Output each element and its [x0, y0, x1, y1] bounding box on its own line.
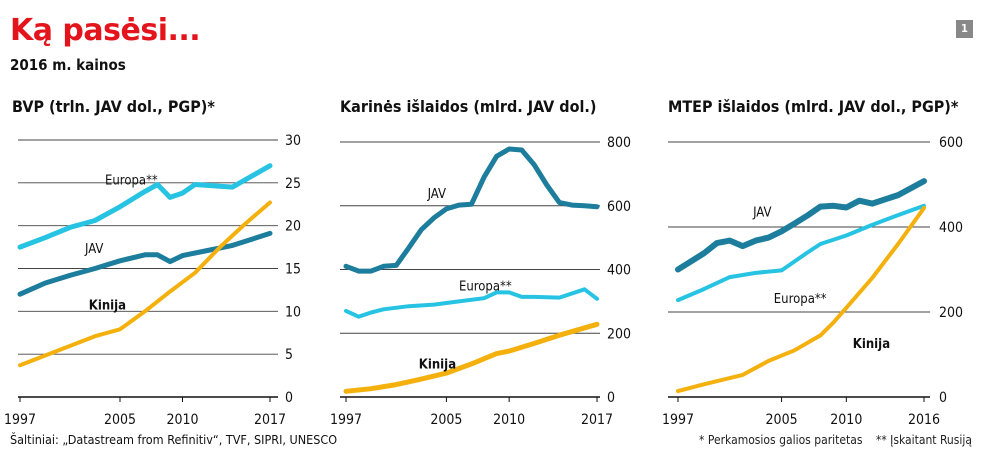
series-label-jav: JAV — [427, 187, 446, 202]
y-tick-label: 0 — [939, 390, 947, 406]
chart-rnd-spending: MTEP išlaidos (mlrd. JAV dol., PGP)* 0 200… — [662, 97, 963, 428]
x-tick-label: 1997 — [662, 412, 694, 428]
x-tick-label: 2017 — [254, 412, 286, 428]
footer-notes: * Perkamosios galios paritetas ** Įskait… — [699, 432, 972, 448]
y-tick-label: 15 — [285, 262, 301, 278]
page-subtitle: 2016 m. kainos — [10, 56, 126, 74]
x-tick-label: 2017 — [581, 412, 613, 428]
y-tick-label: 200 — [939, 305, 963, 321]
series-line-jav — [675, 178, 927, 273]
y-tick-label: 400 — [939, 220, 963, 236]
chart-title: MTEP išlaidos (mlrd. JAV dol., PGP)* — [668, 97, 959, 116]
y-tick-label: 20 — [285, 219, 301, 235]
x-tick-label: 2010 — [166, 412, 198, 428]
series-line-europa — [17, 163, 273, 250]
series-line-kinija — [343, 321, 600, 394]
y-tick-label: 30 — [285, 133, 301, 149]
x-tick-label: 2005 — [430, 412, 462, 428]
series-label-kinija: Kinija — [853, 337, 890, 352]
chart-gdp: BVP (trln. JAV dol., PGP)* 0 5 10 15 20 25 30 19… — [4, 97, 301, 428]
footer-source: Šaltiniai: „Datastream from Refinitiv“, … — [10, 432, 338, 447]
y-tick-label: 25 — [285, 176, 301, 192]
x-tick-label: 2005 — [104, 412, 136, 428]
page-number-badge: 1 — [956, 20, 973, 38]
series-label-europa: Europa** — [105, 173, 158, 188]
x-tick-label: 1997 — [4, 412, 36, 428]
y-tick-label: 5 — [285, 347, 293, 363]
chart-military-spending: Karinės išlaidos (mlrd. JAV dol.) 0 200 400… — [330, 97, 631, 428]
series-label-jav: JAV — [84, 242, 103, 257]
y-tick-label: 200 — [607, 326, 631, 342]
y-tick-label: 0 — [285, 390, 293, 406]
series-line-jav — [343, 146, 600, 274]
series-label-kinija: Kinija — [419, 358, 456, 373]
x-tick-label: 1997 — [330, 412, 362, 428]
chart-title: Karinės išlaidos (mlrd. JAV dol.) — [340, 97, 596, 116]
x-tick-label: 2010 — [830, 412, 862, 428]
y-tick-label: 400 — [607, 263, 631, 279]
y-tick-label: 600 — [607, 199, 631, 215]
series-label-europa: Europa** — [459, 279, 512, 294]
charts-canvas: BVP (trln. JAV dol., PGP)* 0 5 10 15 20 25 30 19… — [4, 97, 963, 428]
series-label-jav: JAV — [752, 205, 771, 220]
x-tick-label: 2016 — [908, 412, 940, 428]
series-line-jav — [17, 230, 273, 297]
x-tick-label: 2010 — [493, 412, 525, 428]
y-tick-label: 10 — [285, 304, 301, 320]
y-tick-label: 600 — [939, 135, 963, 151]
y-tick-label: 800 — [607, 135, 631, 151]
page-title: Ką pasėsi... — [10, 13, 201, 48]
series-line-europa — [676, 203, 926, 303]
footnote-russia: ** Įskaitant Rusiją — [875, 433, 972, 447]
x-tick-label: 2005 — [766, 412, 798, 428]
series-line-kinija — [676, 205, 926, 394]
series-label-europa: Europa** — [774, 292, 827, 307]
series-label-kinija: Kinija — [89, 298, 126, 313]
series-line-europa — [344, 287, 599, 319]
chart-title: BVP (trln. JAV dol., PGP)* — [12, 97, 215, 116]
series-line-kinija — [18, 200, 272, 368]
footnote-ppp: * Perkamosios galios paritetas — [699, 433, 863, 447]
y-tick-label: 0 — [607, 390, 615, 406]
